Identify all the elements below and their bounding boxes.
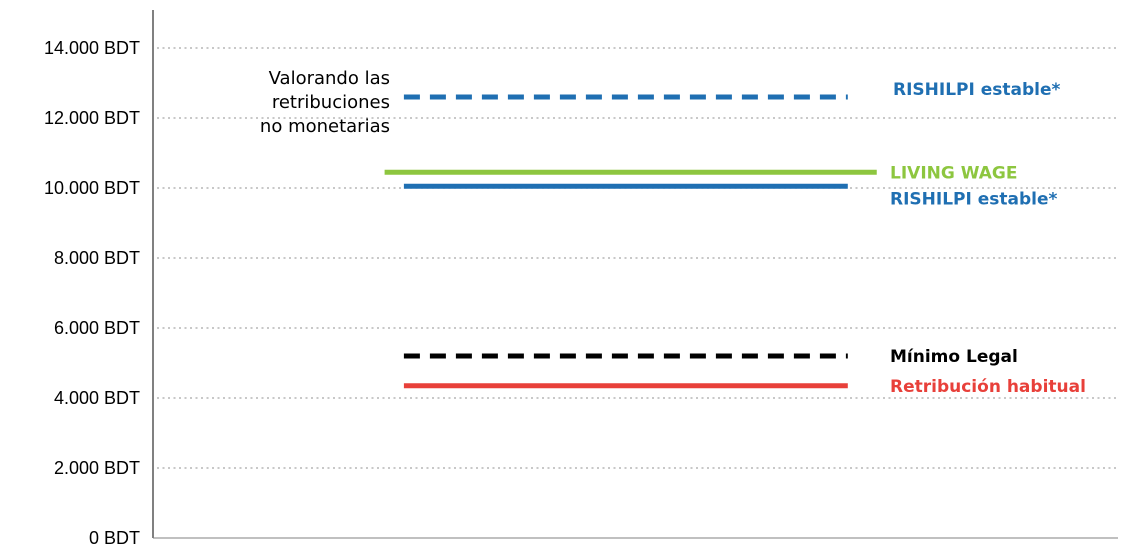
y-tick-label: 14.000 BDT [44,38,140,58]
y-tick-label: 0 BDT [89,528,140,544]
annotation-line: Valorando las [269,68,390,89]
label-layer: 0 BDT 2.000 BDT 4.000 BDT 6.000 BDT 8.000 BD… [44,38,1086,544]
series-label: LIVING WAGE [890,163,1017,183]
series-label: RISHILPI estable* [893,80,1061,100]
y-tick-label: 12.000 BDT [44,108,140,128]
series-label: Retribución habitual [890,377,1086,397]
y-tick-label: 4.000 BDT [54,388,140,408]
y-tick-label: 8.000 BDT [54,248,140,268]
y-tick-label: 2.000 BDT [54,458,140,478]
annotation-line: retribuciones [272,92,390,113]
y-tick-label: 10.000 BDT [44,178,140,198]
axis-layer [152,10,1118,539]
y-tick-label: 6.000 BDT [54,318,140,338]
series-layer [384,94,877,389]
series-label: Mínimo Legal [890,347,1018,367]
annotation-line: no monetarias [260,116,390,137]
series-label: RISHILPI estable* [890,189,1058,209]
